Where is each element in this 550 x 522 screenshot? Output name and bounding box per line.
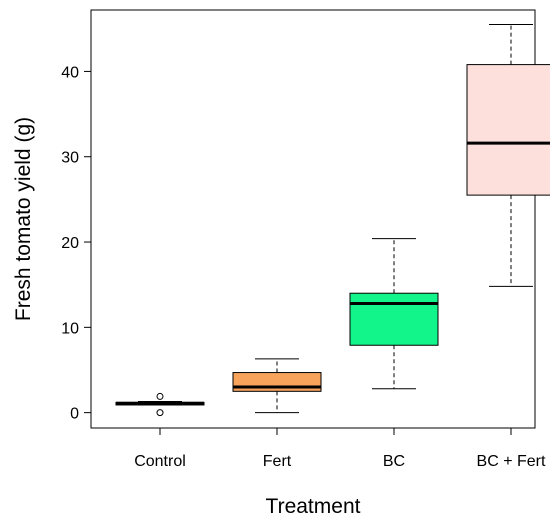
box-body	[466, 64, 550, 196]
x-tick-label: Fert	[263, 453, 292, 470]
x-tick-label: Control	[134, 453, 186, 470]
box-control	[115, 392, 205, 417]
box-body	[349, 292, 439, 346]
box-bc	[349, 238, 439, 390]
y-tick-label: 20	[61, 235, 79, 252]
y-tick-label: 0	[70, 406, 79, 423]
outlier-point	[156, 409, 164, 417]
y-tick-label: 10	[61, 320, 79, 337]
plot-frame	[90, 9, 536, 429]
box-fert	[232, 358, 322, 414]
y-axis: 0 10 20 30 40	[61, 64, 91, 423]
x-tick-label: BC + Fert	[477, 453, 546, 470]
x-axis-label: Treatment	[266, 495, 361, 518]
outlier-point	[156, 392, 164, 400]
x-axis: Control Fert BC BC + Fert	[134, 428, 546, 470]
boxes-layer	[115, 24, 550, 417]
x-tick-label: BC	[383, 453, 405, 470]
y-tick-label: 30	[61, 150, 79, 167]
box-bc-fert	[466, 24, 550, 287]
y-tick-label: 40	[61, 64, 79, 81]
y-axis-label: Fresh tomato yield (g)	[12, 117, 35, 321]
